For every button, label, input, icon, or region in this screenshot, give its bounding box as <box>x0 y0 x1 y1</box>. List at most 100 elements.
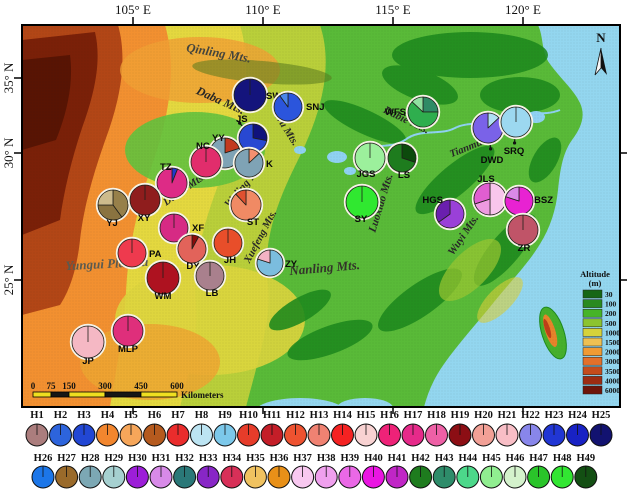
site-label: JH <box>224 255 236 266</box>
altitude-value: 2000 <box>605 348 620 357</box>
haplotype-label: H46 <box>506 453 525 464</box>
altitude-value: 6000 <box>605 386 620 395</box>
pie-outline <box>385 141 419 175</box>
pie-slice <box>505 186 520 202</box>
site-label: WFS <box>385 107 406 118</box>
site-JH: JH <box>211 226 245 266</box>
altitude-chip <box>582 299 603 308</box>
haplotype-label: H32 <box>175 453 194 464</box>
altitude-value: 500 <box>605 319 617 328</box>
altitude-chip <box>582 289 603 299</box>
pie-outline <box>175 232 209 266</box>
mountain-label: Nanling Mts. <box>288 257 361 278</box>
site-label: ST <box>247 217 259 228</box>
altitude-legend: Altitude(m)30100200500100015002000300035… <box>580 269 620 395</box>
haplotype-label: H11 <box>263 410 281 421</box>
altitude-value: 3000 <box>605 357 620 366</box>
scalebar-segment <box>68 391 106 398</box>
pie-slice <box>411 96 424 113</box>
altitude-value: 30 <box>605 290 613 299</box>
haplotype-label: H34 <box>222 453 241 464</box>
altitude-value: 3500 <box>605 367 620 376</box>
altitude-chip <box>582 366 603 376</box>
altitude-value: 1500 <box>605 338 620 347</box>
pie-outline <box>433 197 467 231</box>
haplotype-label: H18 <box>427 410 446 421</box>
site-HGS: HGS <box>422 195 467 231</box>
altitude-unit: (m) <box>589 278 602 288</box>
axis-label-top: 110° E <box>245 2 280 17</box>
pie-slice <box>112 189 129 218</box>
site-BSZ: BSZ <box>502 184 553 218</box>
haplotype-label: H30 <box>128 453 147 464</box>
haplotype-label: H38 <box>317 453 336 464</box>
scalebar-segment <box>104 391 142 398</box>
dynamic-layer: 105° E 110° E 115° E 120° E35° N30° N25° NQ… <box>1 2 627 489</box>
pie-outline <box>271 90 305 124</box>
site-label: TZ <box>160 162 172 173</box>
haplotype-label: H25 <box>592 410 611 421</box>
pie-outline <box>154 165 190 201</box>
scalebar-number: 450 <box>134 381 148 391</box>
pie-slice <box>435 199 451 223</box>
pie-outline <box>343 183 381 221</box>
altitude-value: 1000 <box>605 328 620 337</box>
pie-outline <box>157 211 191 245</box>
pie-outline <box>110 313 146 349</box>
haplotype-label: H47 <box>529 453 548 464</box>
haplotype-label: H44 <box>458 453 477 464</box>
haplotype-label: H22 <box>521 410 540 421</box>
haplotype-label: H41 <box>388 453 407 464</box>
site-label: XF <box>192 223 204 234</box>
pie-outline <box>193 259 227 293</box>
pie-outline <box>405 94 441 130</box>
site-label: YY <box>212 133 225 144</box>
site-MLP: MLP <box>110 313 146 355</box>
site-JP: JP <box>69 323 107 367</box>
haplotype-label: H48 <box>553 453 572 464</box>
altitude-chip <box>582 328 603 337</box>
haplotype-label: H42 <box>411 453 430 464</box>
axis-label-top: 115° E <box>375 2 410 17</box>
pie-outline <box>505 212 541 248</box>
altitude-value: 100 <box>605 300 617 309</box>
site-LB: LB <box>193 259 227 299</box>
scalebar-segment <box>140 391 178 398</box>
pie-slice <box>438 199 465 229</box>
site-ST: ST <box>228 187 264 228</box>
altitude-value: 4000 <box>605 376 620 385</box>
haplotype-label: H28 <box>81 453 100 464</box>
axis-label-left: 30° N <box>1 137 16 168</box>
altitude-chip <box>582 308 603 318</box>
haplotype-label: H3 <box>77 410 90 421</box>
site-label: DY <box>186 261 200 272</box>
haplotype-label: H23 <box>545 410 564 421</box>
haplotype-label: H14 <box>333 410 352 421</box>
axis-label-left: 35° N <box>1 62 16 93</box>
haplotype-label: H43 <box>435 453 454 464</box>
haplotype-label: H40 <box>364 453 383 464</box>
site-PA: PA <box>115 236 162 270</box>
haplotype-label: H36 <box>270 453 289 464</box>
scalebar-number: 150 <box>62 381 76 391</box>
site-label: JS <box>236 114 248 125</box>
scalebar-number: 0 <box>31 381 36 391</box>
altitude-chip <box>582 385 603 395</box>
haplotype-label: H16 <box>380 410 399 421</box>
pie-slice <box>177 234 207 264</box>
haplotype-label: H39 <box>340 453 359 464</box>
haplotype-label: H6 <box>148 410 161 421</box>
site-label: HGS <box>422 195 443 206</box>
pie-slice <box>473 182 491 205</box>
site-label: LB <box>206 288 219 299</box>
north-arrow: N <box>594 30 607 76</box>
site-SNJ: SNJ <box>271 90 324 124</box>
haplotype-label: H2 <box>54 410 67 421</box>
haplotype-label: H20 <box>474 410 493 421</box>
map-frame <box>21 24 621 408</box>
site-LS: LS <box>385 141 419 181</box>
pie-outline <box>188 144 224 180</box>
site-ZR: ZR <box>505 212 541 254</box>
haplotype-label: H29 <box>104 453 123 464</box>
